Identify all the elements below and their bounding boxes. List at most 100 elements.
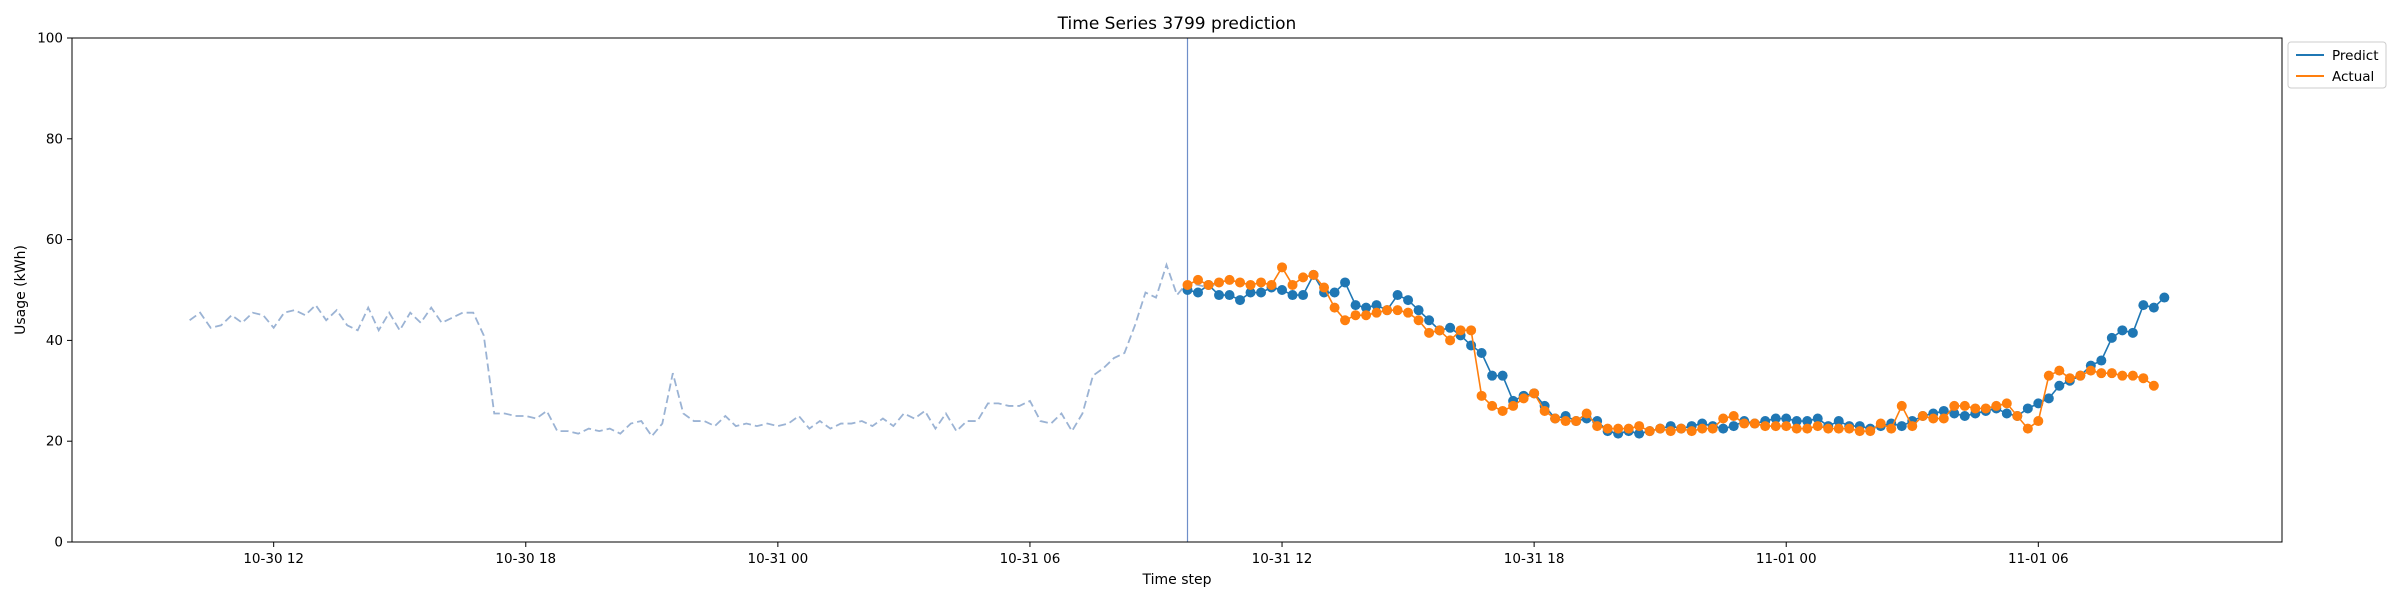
x-tick-label: 11-01 00: [1756, 551, 1817, 567]
y-axis-label: Usage (kWh): [13, 245, 29, 335]
predict-point: [2148, 302, 2159, 313]
predict-point: [2043, 393, 2054, 404]
actual-point: [1781, 421, 1792, 432]
actual-point: [2022, 423, 2033, 434]
actual-point: [1623, 423, 1634, 434]
actual-point: [1476, 390, 1487, 401]
predict-point: [1277, 285, 1288, 295]
actual-point: [1424, 327, 1435, 338]
actual-point: [1224, 274, 1235, 285]
predict-point: [1476, 348, 1487, 358]
actual-point: [1749, 418, 1760, 429]
legend: Predict Actual: [2287, 41, 2387, 89]
actual-point: [1382, 305, 1393, 316]
actual-point: [1938, 413, 1949, 424]
predict-point: [1938, 405, 1949, 416]
actual-point: [1854, 426, 1865, 437]
actual-point: [1518, 393, 1529, 404]
actual-point: [1728, 411, 1739, 421]
predict-point: [2022, 403, 2033, 414]
y-tick-label: 80: [46, 131, 63, 147]
predict-point: [1896, 421, 1907, 432]
actual-point: [2054, 365, 2065, 376]
predict-point: [2127, 327, 2138, 338]
actual-point: [1308, 269, 1319, 280]
actual-point: [1697, 423, 1708, 434]
actual-point: [1739, 418, 1750, 429]
actual-point: [1329, 302, 1340, 313]
predict-point: [2001, 408, 2012, 419]
actual-point: [1539, 405, 1550, 416]
actual-point: [2148, 380, 2159, 391]
predict-point: [1298, 290, 1309, 301]
y-tick-label: 100: [37, 31, 63, 47]
actual-point: [2075, 370, 2086, 381]
plot-frame: [71, 37, 2283, 543]
actual-point: [2001, 398, 2012, 409]
predict-point: [1802, 416, 1813, 427]
actual-point: [1896, 400, 1907, 411]
actual-point: [1298, 272, 1309, 283]
actual-point: [1571, 416, 1582, 427]
y-tick-label: 40: [46, 333, 63, 349]
actual-point: [1392, 305, 1403, 316]
actual-point: [1235, 277, 1246, 288]
predict-point: [1340, 277, 1351, 288]
predict-point: [1487, 370, 1498, 381]
actual-point: [1875, 418, 1886, 429]
x-tick-label: 10-31 00: [748, 551, 809, 567]
actual-point: [1802, 423, 1813, 434]
actual-point: [2138, 373, 2149, 384]
x-tick-label: 10-30 18: [495, 551, 556, 567]
y-tick-label: 60: [46, 232, 63, 248]
actual-point: [1434, 325, 1445, 336]
predict-point: [1193, 287, 1204, 298]
actual-point: [1413, 315, 1424, 326]
predict-point: [2117, 325, 2128, 336]
legend-label-actual: Actual: [2332, 69, 2374, 85]
predict-point: [2159, 292, 2170, 303]
actual-point: [1602, 423, 1613, 434]
predict-point: [1791, 416, 1802, 427]
actual-point: [2096, 368, 2107, 379]
predict-point: [1361, 302, 1372, 313]
actual-point: [1928, 413, 1939, 424]
actual-point: [1634, 421, 1645, 432]
actual-point: [1560, 416, 1571, 427]
actual-point: [1529, 388, 1540, 399]
actual-point: [1245, 279, 1256, 290]
actual-point: [1203, 279, 1214, 290]
legend-label-predict: Predict: [2332, 48, 2379, 64]
history-series-line: [189, 261, 1220, 438]
actual-point: [2085, 365, 2096, 376]
y-tick-label: 0: [54, 535, 63, 551]
actual-point: [1277, 262, 1288, 273]
actual-point: [1970, 403, 1981, 414]
x-axis-label: Time step: [1142, 572, 1212, 588]
predict-point: [1833, 416, 1844, 427]
actual-series: [1182, 262, 2159, 437]
predict-point: [1949, 408, 1960, 419]
actual-point: [1592, 421, 1603, 432]
actual-point: [1350, 310, 1361, 321]
predict-point: [1497, 370, 1508, 381]
chart-title: Time Series 3799 prediction: [1057, 14, 1297, 34]
predict-point: [1718, 423, 1729, 434]
actual-point: [1340, 315, 1351, 326]
actual-point: [1707, 423, 1718, 434]
actual-point: [1791, 423, 1802, 434]
predict-point: [1770, 413, 1781, 424]
predict-point: [2033, 398, 2044, 409]
actual-point: [2127, 370, 2138, 381]
actual-point: [1182, 279, 1193, 290]
actual-point: [1287, 279, 1298, 290]
predict-point: [1728, 421, 1739, 432]
predict-point: [1634, 428, 1645, 439]
predict-point: [1287, 290, 1298, 301]
actual-point: [1256, 277, 1267, 288]
predict-point: [2096, 355, 2107, 366]
actual-point: [1718, 413, 1729, 424]
